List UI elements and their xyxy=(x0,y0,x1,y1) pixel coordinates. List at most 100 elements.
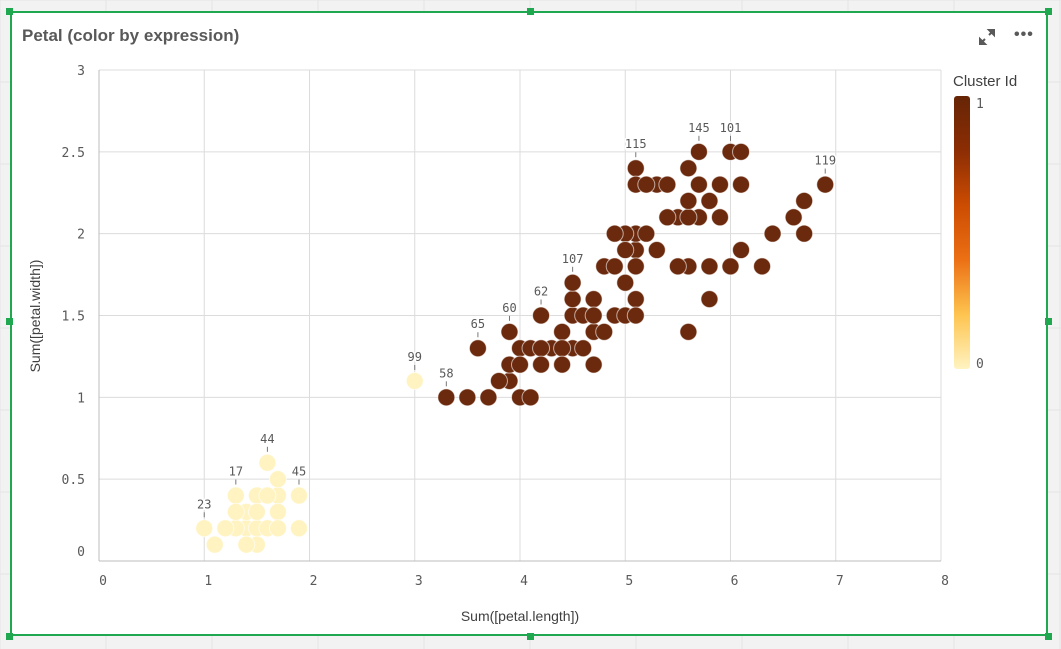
data-point[interactable] xyxy=(795,224,814,243)
data-point[interactable] xyxy=(679,322,698,341)
data-point[interactable] xyxy=(563,290,582,309)
point-label: 23 xyxy=(197,497,211,511)
data-point[interactable] xyxy=(795,191,814,210)
data-point[interactable] xyxy=(679,159,698,178)
data-point[interactable] xyxy=(763,224,782,243)
resize-handle[interactable] xyxy=(527,8,534,15)
data-point[interactable] xyxy=(658,208,677,227)
data-point[interactable] xyxy=(553,322,572,341)
point-label: 65 xyxy=(471,317,485,331)
data-point[interactable] xyxy=(226,502,245,521)
data-point[interactable] xyxy=(816,175,835,194)
y-tick-label: 2.5 xyxy=(62,146,85,161)
data-point[interactable] xyxy=(268,502,287,521)
data-point[interactable] xyxy=(500,322,519,341)
data-point[interactable] xyxy=(595,322,614,341)
data-point[interactable] xyxy=(605,257,624,276)
data-point[interactable] xyxy=(532,339,551,358)
data-point[interactable] xyxy=(626,290,645,309)
data-point[interactable] xyxy=(289,519,308,538)
data-point[interactable] xyxy=(689,175,708,194)
resize-handle[interactable] xyxy=(6,8,13,15)
data-point[interactable] xyxy=(700,290,719,309)
data-point[interactable] xyxy=(710,208,729,227)
y-tick-label: 0.5 xyxy=(62,473,85,488)
data-point[interactable] xyxy=(258,486,277,505)
data-point[interactable] xyxy=(268,470,287,489)
data-point[interactable] xyxy=(637,224,656,243)
data-points[interactable] xyxy=(195,142,835,554)
data-point[interactable] xyxy=(289,486,308,505)
data-point[interactable] xyxy=(637,175,656,194)
data-point[interactable] xyxy=(489,371,508,390)
resize-handle[interactable] xyxy=(6,633,13,640)
point-label: 99 xyxy=(408,350,422,364)
data-point[interactable] xyxy=(658,175,677,194)
chart-title: Petal (color by expression) xyxy=(22,26,240,45)
data-point[interactable] xyxy=(689,142,708,161)
data-point[interactable] xyxy=(679,208,698,227)
more-options-icon[interactable]: ••• xyxy=(1014,26,1034,43)
x-tick-label: 8 xyxy=(941,574,949,589)
data-point[interactable] xyxy=(732,142,751,161)
data-point[interactable] xyxy=(268,519,287,538)
data-point[interactable] xyxy=(532,355,551,374)
expand-icon[interactable] xyxy=(978,28,996,46)
data-point[interactable] xyxy=(521,388,540,407)
y-tick-label: 3 xyxy=(77,64,85,79)
data-point[interactable] xyxy=(626,257,645,276)
data-point[interactable] xyxy=(479,388,498,407)
point-label: 45 xyxy=(292,465,306,479)
data-point[interactable] xyxy=(668,257,687,276)
resize-handle[interactable] xyxy=(1045,633,1052,640)
data-point[interactable] xyxy=(626,159,645,178)
data-point[interactable] xyxy=(405,371,424,390)
data-point[interactable] xyxy=(626,306,645,325)
data-point[interactable] xyxy=(732,241,751,260)
data-point[interactable] xyxy=(205,535,224,554)
y-axis-label: Sum([petal.width]) xyxy=(27,260,43,373)
data-point[interactable] xyxy=(647,241,666,260)
data-point[interactable] xyxy=(616,241,635,260)
data-point[interactable] xyxy=(679,191,698,210)
resize-handle[interactable] xyxy=(6,318,13,325)
data-point[interactable] xyxy=(563,273,582,292)
data-point[interactable] xyxy=(721,257,740,276)
data-point[interactable] xyxy=(247,502,266,521)
y-tick-label: 2 xyxy=(77,228,85,243)
data-point[interactable] xyxy=(468,339,487,358)
resize-handle[interactable] xyxy=(1045,8,1052,15)
data-point[interactable] xyxy=(532,306,551,325)
data-point[interactable] xyxy=(584,355,603,374)
point-label: 58 xyxy=(439,366,453,380)
data-point[interactable] xyxy=(553,355,572,374)
resize-handle[interactable] xyxy=(527,633,534,640)
data-point[interactable] xyxy=(584,306,603,325)
data-point[interactable] xyxy=(584,290,603,309)
point-labels: 17 23 44 45 99 58 60 62 65 101 107 115 119 145 xyxy=(196,119,838,518)
data-point[interactable] xyxy=(574,339,593,358)
point-label: 145 xyxy=(688,121,710,135)
data-point[interactable] xyxy=(237,535,256,554)
data-point[interactable] xyxy=(700,191,719,210)
data-point[interactable] xyxy=(784,208,803,227)
data-point[interactable] xyxy=(437,388,456,407)
data-point[interactable] xyxy=(753,257,772,276)
data-point[interactable] xyxy=(553,339,572,358)
data-point[interactable] xyxy=(616,273,635,292)
data-point[interactable] xyxy=(732,175,751,194)
point-label: 44 xyxy=(260,432,274,446)
data-point[interactable] xyxy=(195,519,214,538)
data-point[interactable] xyxy=(226,486,245,505)
data-point[interactable] xyxy=(458,388,477,407)
data-point[interactable] xyxy=(511,355,529,374)
chart-object-frame[interactable] xyxy=(10,11,1048,636)
data-point[interactable] xyxy=(700,257,719,276)
data-point[interactable] xyxy=(216,519,235,538)
data-point[interactable] xyxy=(710,175,729,194)
resize-handle[interactable] xyxy=(1045,318,1052,325)
data-point[interactable] xyxy=(605,224,624,243)
data-point[interactable] xyxy=(258,453,277,472)
x-tick-label: 0 xyxy=(99,574,107,589)
